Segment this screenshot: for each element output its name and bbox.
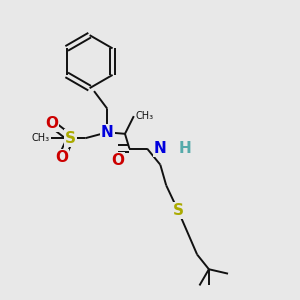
Text: N: N	[101, 125, 114, 140]
Text: O: O	[55, 150, 68, 165]
Text: H: H	[179, 141, 192, 156]
Text: CH₃: CH₃	[135, 111, 153, 121]
Text: S: S	[65, 131, 76, 146]
Text: O: O	[111, 153, 124, 168]
Text: N: N	[154, 141, 167, 156]
Text: S: S	[172, 203, 184, 218]
Text: O: O	[45, 116, 58, 131]
Text: CH₃: CH₃	[32, 133, 50, 143]
